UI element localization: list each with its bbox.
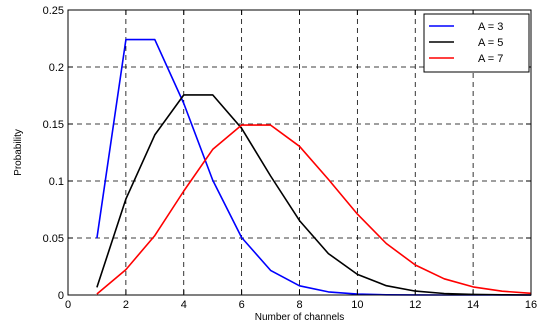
x-tick-label: 12 [409, 299, 421, 311]
legend-label: A = 5 [478, 37, 503, 49]
legend-box [423, 13, 530, 73]
y-tick-label: 0.2 [49, 62, 64, 74]
x-tick-label: 16 [525, 299, 537, 311]
x-tick-label: 8 [296, 299, 302, 311]
y-tick-label: 0.1 [49, 176, 64, 188]
x-tick-label: 4 [181, 299, 187, 311]
y-tick-label: 0 [58, 290, 64, 302]
series-line [96, 124, 532, 295]
x-axis-label: Number of channels [255, 312, 345, 323]
y-axis-label: Probability [13, 129, 24, 176]
axis-ticks: 0 2 4 6 8 10 12 14 16 0 0.05 0.1 0.15 0.2 0.25 [43, 5, 538, 311]
grid-lines [68, 10, 531, 295]
x-tick-label: 6 [239, 299, 245, 311]
legend-label: A = 7 [478, 53, 503, 65]
legend: A = 3 A = 5 A = 7 [423, 13, 530, 73]
x-tick-label: 10 [351, 299, 363, 311]
x-tick-label: 2 [123, 299, 129, 311]
y-tick-label: 0.25 [43, 5, 64, 17]
x-tick-label: 0 [65, 299, 71, 311]
series-line [96, 94, 532, 296]
y-tick-label: 0.05 [43, 233, 64, 245]
x-tick-label: 14 [467, 299, 479, 311]
legend-label: A = 3 [478, 21, 503, 33]
y-tick-label: 0.15 [43, 119, 64, 131]
